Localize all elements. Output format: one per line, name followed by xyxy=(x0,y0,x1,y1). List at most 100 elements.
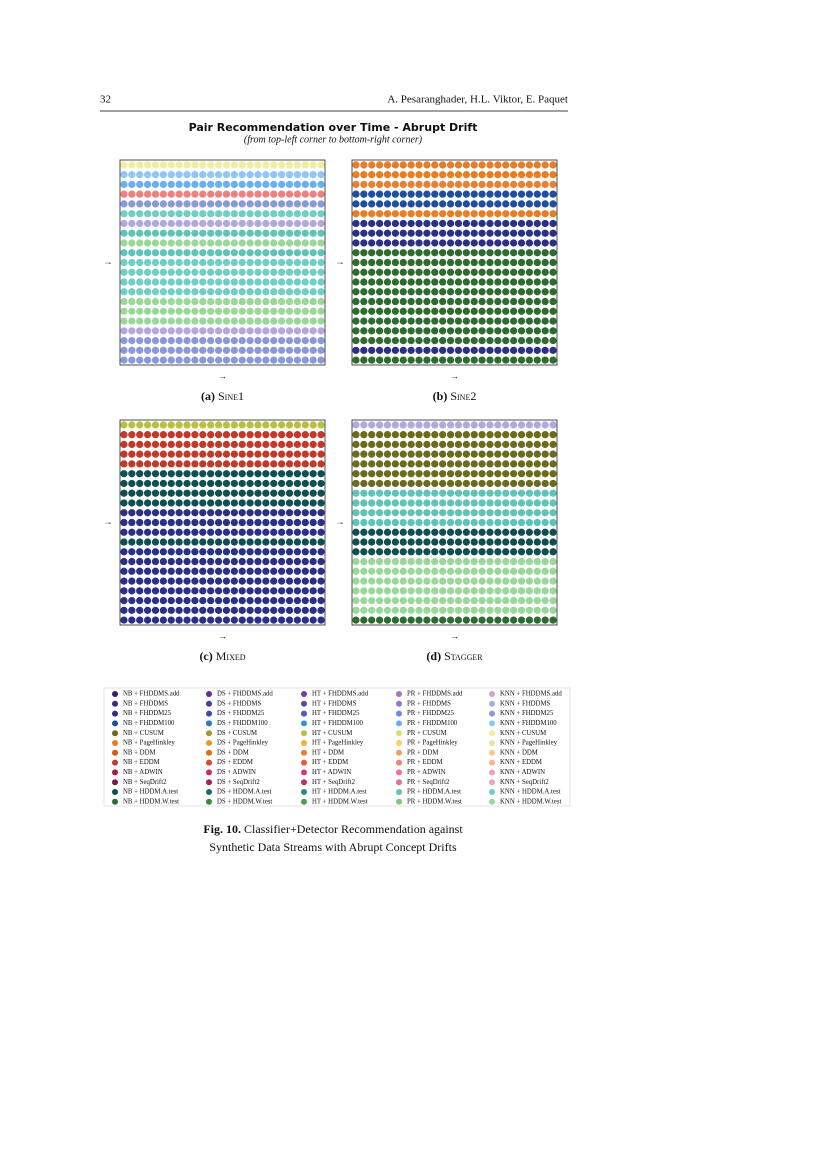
recommendation-dot xyxy=(222,278,231,286)
recommendation-dot xyxy=(167,538,175,546)
recommendation-dot xyxy=(494,577,502,585)
recommendation-dot xyxy=(446,460,455,468)
recommendation-dot xyxy=(143,606,152,614)
recommendation-dot xyxy=(278,470,286,478)
recommendation-dot xyxy=(246,577,254,585)
recommendation-dot xyxy=(285,528,294,536)
recommendation-dot xyxy=(502,180,510,189)
recommendation-dot xyxy=(262,307,270,315)
recommendation-dot xyxy=(270,317,278,325)
recommendation-dot xyxy=(446,161,455,169)
recommendation-dot xyxy=(549,356,557,364)
recommendation-dot xyxy=(415,577,423,585)
legend-marker xyxy=(489,749,495,756)
recommendation-dot xyxy=(494,278,502,286)
recommendation-dot xyxy=(199,431,207,439)
recommendation-dot xyxy=(246,509,254,517)
recommendation-dot xyxy=(191,258,199,267)
recommendation-dot xyxy=(517,509,526,517)
recommendation-dot xyxy=(399,258,407,267)
recommendation-dot xyxy=(230,606,238,614)
recommendation-dot xyxy=(368,249,376,257)
recommendation-dot xyxy=(352,421,360,429)
recommendation-dot xyxy=(391,239,399,247)
recommendation-dot xyxy=(183,239,191,247)
recommendation-dot xyxy=(278,499,286,507)
recommendation-dot xyxy=(439,161,447,169)
recommendation-dot xyxy=(352,278,360,286)
recommendation-dot xyxy=(238,518,246,527)
recommendation-dot xyxy=(462,200,470,208)
recommendation-dot xyxy=(222,336,231,345)
recommendation-dot xyxy=(293,317,302,325)
legend-label: DS + HDDM.A.test xyxy=(217,789,272,796)
recommendation-dot xyxy=(183,171,191,179)
recommendation-dot xyxy=(431,288,439,296)
recommendation-dot xyxy=(454,470,463,478)
recommendation-dot xyxy=(431,499,439,507)
recommendation-dot xyxy=(478,499,486,507)
recommendation-dot xyxy=(517,171,526,179)
recommendation-dot xyxy=(423,258,431,267)
recommendation-dot xyxy=(517,336,526,345)
recommendation-dot xyxy=(230,596,238,605)
recommendation-dot xyxy=(478,616,486,624)
recommendation-dot xyxy=(510,258,518,267)
recommendation-dot xyxy=(317,258,325,267)
recommendation-dot xyxy=(486,327,494,335)
recommendation-dot xyxy=(517,460,526,468)
recommendation-dot xyxy=(375,268,384,276)
recommendation-dot xyxy=(191,431,199,439)
recommendation-dot xyxy=(391,200,399,208)
recommendation-dot xyxy=(214,567,223,575)
recommendation-dot xyxy=(399,557,407,566)
recommendation-dot xyxy=(167,200,175,208)
recommendation-dot xyxy=(352,440,360,449)
recommendation-dot xyxy=(383,421,392,429)
recommendation-dot xyxy=(183,278,191,286)
recommendation-dot xyxy=(317,518,325,527)
recommendation-dot xyxy=(423,219,431,228)
recommendation-dot xyxy=(399,317,407,325)
legend-marker xyxy=(301,700,307,707)
recommendation-dot xyxy=(352,548,360,556)
recommendation-dot xyxy=(214,288,223,296)
recommendation-dot xyxy=(439,297,447,306)
recommendation-dot xyxy=(352,317,360,325)
legend-label: PR + FHDDM100 xyxy=(407,720,458,727)
recommendation-dot xyxy=(246,538,254,546)
recommendation-dot xyxy=(175,268,183,276)
recommendation-dot xyxy=(293,499,302,507)
recommendation-dot xyxy=(415,596,423,605)
recommendation-dot xyxy=(502,587,510,595)
recommendation-dot xyxy=(478,239,486,247)
recommendation-dot xyxy=(517,229,526,237)
recommendation-dot xyxy=(368,327,376,335)
recommendation-dot xyxy=(293,606,302,614)
recommendation-dot xyxy=(502,528,510,536)
recommendation-dot xyxy=(207,489,215,497)
recommendation-dot xyxy=(175,288,183,296)
recommendation-dot xyxy=(270,229,278,237)
recommendation-dot xyxy=(446,210,455,218)
recommendation-dot xyxy=(317,229,325,237)
recommendation-dot xyxy=(293,577,302,585)
recommendation-dot xyxy=(360,440,368,449)
recommendation-dot xyxy=(191,171,199,179)
recommendation-dot xyxy=(183,489,191,497)
recommendation-dot xyxy=(317,431,325,439)
legend-marker xyxy=(489,730,495,737)
recommendation-dot xyxy=(293,249,302,257)
recommendation-dot xyxy=(549,278,557,286)
recommendation-dot xyxy=(431,431,439,439)
legend-label: DS + FHDDMS.add xyxy=(217,691,273,698)
recommendation-dot xyxy=(207,219,215,228)
recommendation-dot xyxy=(207,346,215,354)
recommendation-dot xyxy=(549,587,557,595)
recommendation-dot xyxy=(136,288,144,296)
recommendation-dot xyxy=(175,567,183,575)
legend-marker xyxy=(206,691,212,697)
recommendation-dot xyxy=(120,249,128,257)
recommendation-dot xyxy=(120,577,128,585)
recommendation-dot xyxy=(199,548,207,556)
